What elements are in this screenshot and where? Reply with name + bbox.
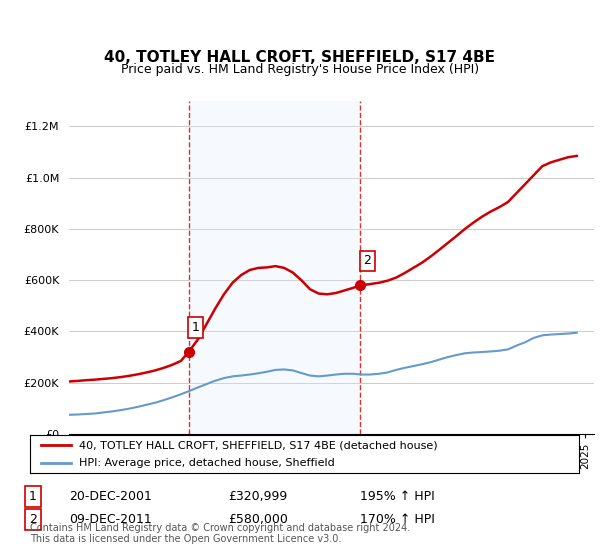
Text: 1: 1	[192, 321, 200, 334]
Text: 170% ↑ HPI: 170% ↑ HPI	[360, 512, 435, 526]
Bar	[189, 101, 361, 434]
Text: £320,999: £320,999	[228, 490, 287, 503]
Text: 09-DEC-2011: 09-DEC-2011	[69, 512, 152, 526]
Text: HPI: Average price, detached house, Sheffield: HPI: Average price, detached house, Shef…	[79, 458, 335, 468]
Text: 1: 1	[29, 490, 37, 503]
Text: 2: 2	[29, 512, 37, 526]
Text: Price paid vs. HM Land Registry's House Price Index (HPI): Price paid vs. HM Land Registry's House …	[121, 63, 479, 76]
Text: £580,000: £580,000	[228, 512, 288, 526]
Text: 40, TOTLEY HALL CROFT, SHEFFIELD, S17 4BE (detached house): 40, TOTLEY HALL CROFT, SHEFFIELD, S17 4B…	[79, 440, 438, 450]
Text: Contains HM Land Registry data © Crown copyright and database right 2024.
This d: Contains HM Land Registry data © Crown c…	[30, 522, 410, 544]
Text: 20-DEC-2001: 20-DEC-2001	[69, 490, 152, 503]
Text: 40, TOTLEY HALL CROFT, SHEFFIELD, S17 4BE: 40, TOTLEY HALL CROFT, SHEFFIELD, S17 4B…	[104, 50, 496, 64]
Text: 195% ↑ HPI: 195% ↑ HPI	[360, 490, 435, 503]
Text: 2: 2	[364, 254, 371, 268]
